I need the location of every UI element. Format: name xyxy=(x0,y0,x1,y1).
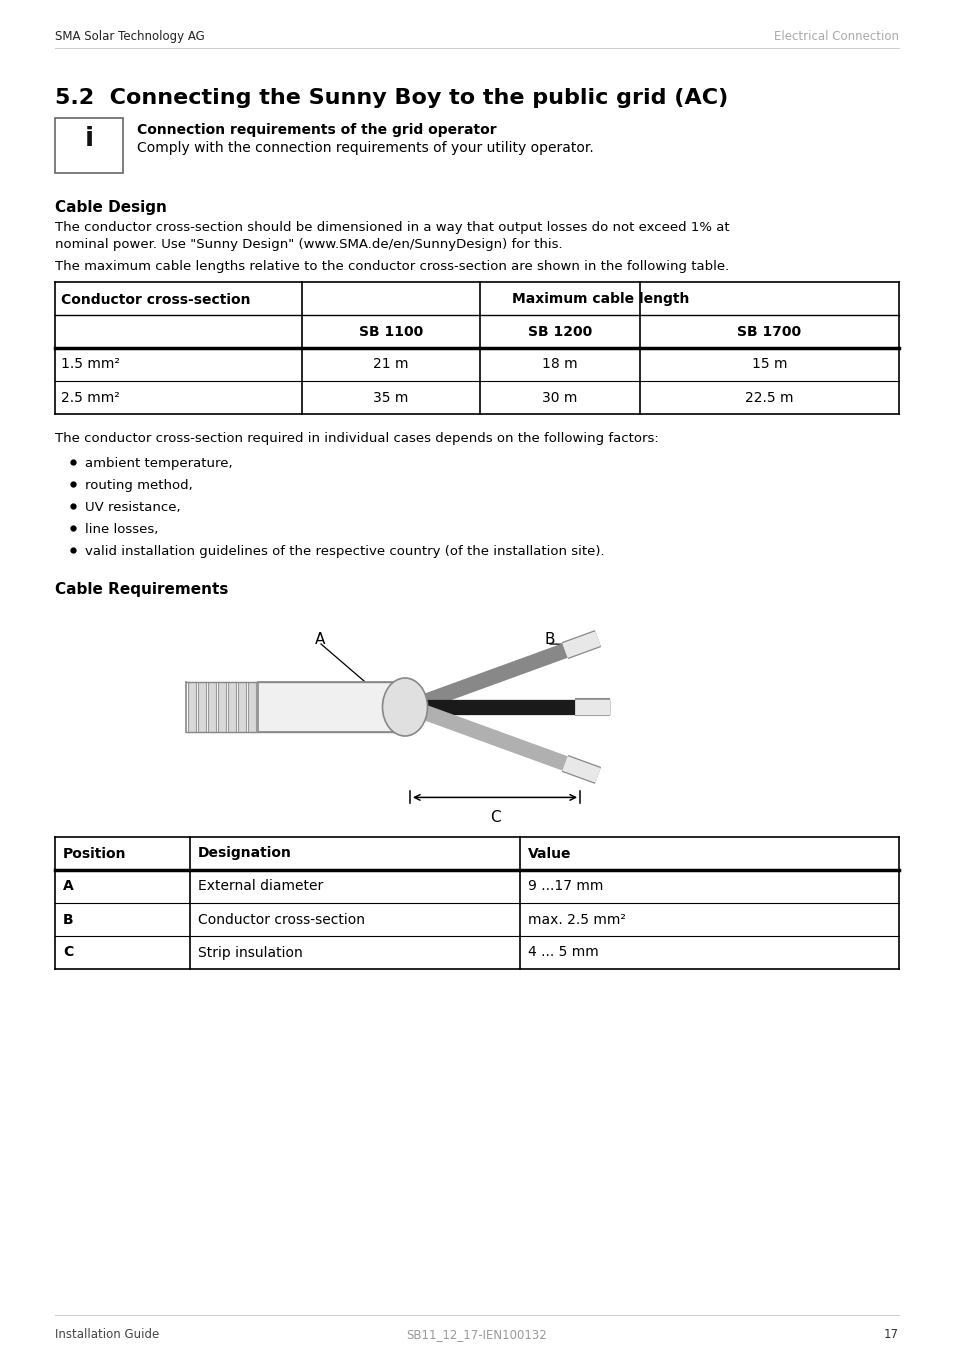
Text: Electrical Connection: Electrical Connection xyxy=(773,30,898,43)
Text: Cable Requirements: Cable Requirements xyxy=(55,581,228,598)
Text: 9 ...17 mm: 9 ...17 mm xyxy=(527,880,602,894)
Text: valid installation guidelines of the respective country (of the installation sit: valid installation guidelines of the res… xyxy=(85,545,604,558)
Text: SB 1700: SB 1700 xyxy=(737,324,801,338)
Text: SB 1200: SB 1200 xyxy=(527,324,592,338)
Text: 5.2  Connecting the Sunny Boy to the public grid (AC): 5.2 Connecting the Sunny Boy to the publ… xyxy=(55,88,727,108)
Text: SB 1100: SB 1100 xyxy=(358,324,423,338)
Text: line losses,: line losses, xyxy=(85,523,158,535)
Text: Conductor cross-section: Conductor cross-section xyxy=(61,293,251,307)
Bar xyxy=(188,681,195,731)
Bar xyxy=(248,681,255,731)
Bar xyxy=(198,681,206,731)
Ellipse shape xyxy=(382,677,427,735)
Text: The conductor cross-section required in individual cases depends on the followin: The conductor cross-section required in … xyxy=(55,433,659,445)
Text: 18 m: 18 m xyxy=(541,357,578,372)
Text: 2.5 mm²: 2.5 mm² xyxy=(61,391,120,404)
Bar xyxy=(188,681,260,731)
Text: SMA Solar Technology AG: SMA Solar Technology AG xyxy=(55,30,205,43)
Text: SB11_12_17-IEN100132: SB11_12_17-IEN100132 xyxy=(406,1328,547,1341)
Bar xyxy=(228,681,235,731)
Text: C: C xyxy=(489,810,499,826)
Text: Strip insulation: Strip insulation xyxy=(198,945,302,960)
Bar xyxy=(399,681,412,731)
Bar xyxy=(55,118,123,173)
Text: routing method,: routing method, xyxy=(85,479,193,492)
Bar xyxy=(237,681,246,731)
Bar xyxy=(208,681,215,731)
Text: ambient temperature,: ambient temperature, xyxy=(85,457,233,470)
Text: Cable Design: Cable Design xyxy=(55,200,167,215)
Text: External diameter: External diameter xyxy=(198,880,323,894)
Text: The conductor cross-section should be dimensioned in a way that output losses do: The conductor cross-section should be di… xyxy=(55,220,729,234)
Text: Value: Value xyxy=(527,846,571,860)
Text: C: C xyxy=(63,945,73,960)
Text: B: B xyxy=(544,631,555,648)
Text: 30 m: 30 m xyxy=(541,391,578,404)
Text: 22.5 m: 22.5 m xyxy=(744,391,793,404)
Text: Designation: Designation xyxy=(198,846,292,860)
Text: 1.5 mm²: 1.5 mm² xyxy=(61,357,120,372)
Bar xyxy=(218,681,226,731)
Text: 15 m: 15 m xyxy=(751,357,786,372)
Text: 35 m: 35 m xyxy=(373,391,408,404)
Text: max. 2.5 mm²: max. 2.5 mm² xyxy=(527,913,625,926)
Text: nominal power. Use "Sunny Design" (www.SMA.de/en/SunnyDesign) for this.: nominal power. Use "Sunny Design" (www.S… xyxy=(55,238,562,251)
Text: i: i xyxy=(85,126,93,151)
Text: 17: 17 xyxy=(883,1328,898,1341)
Text: A: A xyxy=(63,880,73,894)
Text: Installation Guide: Installation Guide xyxy=(55,1328,159,1341)
Text: Position: Position xyxy=(63,846,127,860)
Text: 4 ... 5 mm: 4 ... 5 mm xyxy=(527,945,598,960)
Text: Connection requirements of the grid operator: Connection requirements of the grid oper… xyxy=(137,123,497,137)
Bar xyxy=(257,681,405,731)
Text: The maximum cable lengths relative to the conductor cross-section are shown in t: The maximum cable lengths relative to th… xyxy=(55,260,728,273)
Text: B: B xyxy=(63,913,73,926)
Text: 21 m: 21 m xyxy=(373,357,408,372)
Text: Maximum cable length: Maximum cable length xyxy=(511,292,688,306)
Text: A: A xyxy=(314,631,325,648)
Text: Comply with the connection requirements of your utility operator.: Comply with the connection requirements … xyxy=(137,141,593,155)
Text: Conductor cross-section: Conductor cross-section xyxy=(198,913,365,926)
Text: UV resistance,: UV resistance, xyxy=(85,502,180,514)
